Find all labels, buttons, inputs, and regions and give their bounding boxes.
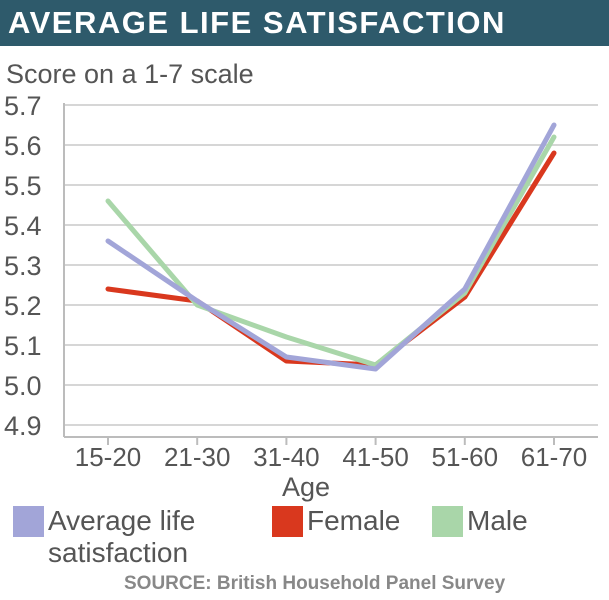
legend-label-average-line1: Average life [48,505,196,536]
source-note: SOURCE: British Household Panel Survey [124,573,506,594]
legend-swatch-average [13,506,44,537]
x-tick-label: 61-70 [521,442,588,472]
x-tick-label: 15-20 [75,442,142,472]
title-bar: AVERAGE LIFE SATISFACTION [0,0,609,46]
y-tick-label: 5.7 [4,91,42,121]
legend-label-female: Female [307,505,401,536]
legend-label-average-line2: satisfaction [48,537,189,568]
y-tick-label: 5.3 [4,251,42,281]
y-tick-label: 5.4 [4,211,42,241]
y-tick-label: 5.0 [4,371,42,401]
y-tick-label: 5.2 [4,291,42,321]
y-tick-label: 5.6 [4,131,42,161]
legend-swatch-female [272,506,303,537]
x-tick-label: 51-60 [432,442,499,472]
y-tick-labels: 5.7 5.6 5.5 5.4 5.3 5.2 5.1 5.0 4.9 [4,91,42,441]
series-lines [105,122,557,372]
x-axis-label: Age [282,472,330,502]
y-tick-label: 5.5 [4,171,42,201]
x-tick-label: 41-50 [342,442,409,472]
series-line-male [105,134,557,368]
x-tick-labels: 15-20 21-30 31-40 41-50 51-60 61-70 [75,442,588,472]
y-tick-label: 5.1 [4,331,42,361]
axes [63,103,598,445]
y-tick-label: 4.9 [4,411,42,441]
legend-label-male: Male [467,505,528,536]
series-line-average-life-satisfaction [105,122,557,372]
chart-title: AVERAGE LIFE SATISFACTION [8,5,506,40]
legend-swatch-male [432,506,463,537]
x-tick-label: 21-30 [164,442,231,472]
chart-subtitle: Score on a 1-7 scale [6,59,254,89]
x-tick-label: 31-40 [253,442,320,472]
